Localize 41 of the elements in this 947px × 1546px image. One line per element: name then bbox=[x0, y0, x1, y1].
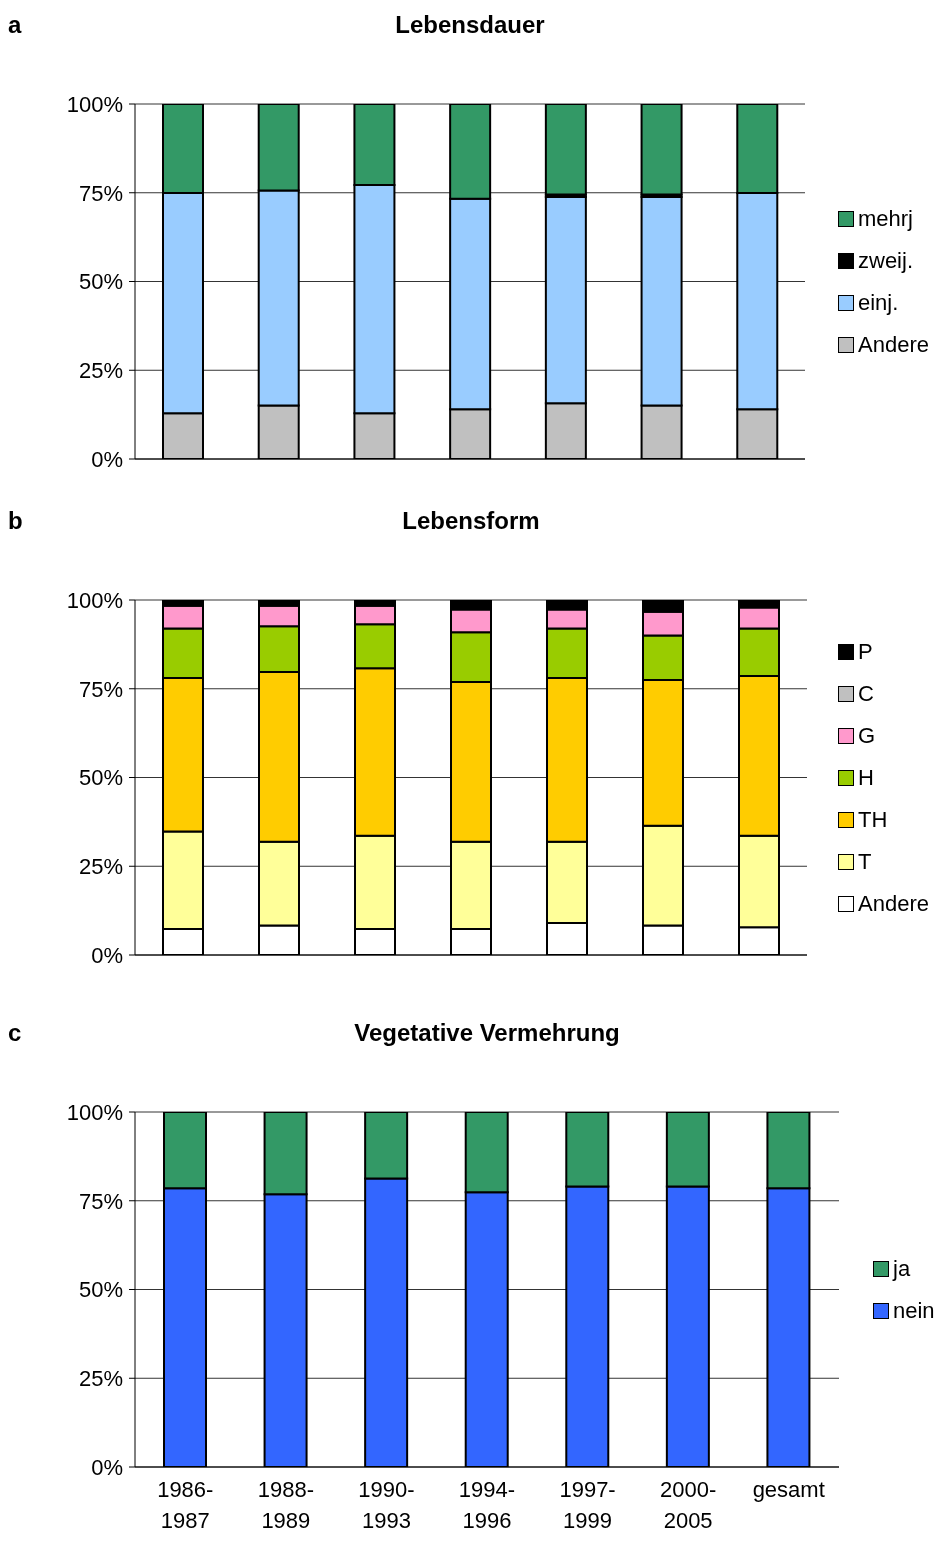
y-tick-label: 100% bbox=[66, 587, 123, 613]
x-tick-label: 1986-1987 bbox=[157, 1477, 214, 1533]
y-tick-label: 100% bbox=[66, 91, 123, 117]
legend-label: H bbox=[858, 764, 874, 791]
legend-label: ja bbox=[893, 1255, 911, 1282]
chart-title: Vegetative Vermehrung bbox=[353, 1019, 621, 1047]
text: a bbox=[8, 11, 22, 39]
x-tick-label: 1997-1999 bbox=[559, 1477, 616, 1533]
legend-label: Andere bbox=[858, 890, 929, 917]
y-tick-label: 50% bbox=[78, 269, 123, 295]
x-tick-label: 1988-1989 bbox=[257, 1477, 314, 1533]
y-tick-label: 75% bbox=[78, 180, 123, 206]
y-tick-label: 0% bbox=[91, 1454, 123, 1480]
x-tick-label: 2000-2005 bbox=[660, 1477, 717, 1533]
legend-label: P bbox=[858, 638, 873, 665]
legend-label: einj. bbox=[858, 289, 899, 316]
legend-label: TH bbox=[858, 806, 888, 833]
y-tick-label: 25% bbox=[78, 1366, 123, 1392]
legend-label: T bbox=[858, 848, 872, 875]
y-tick-label: 75% bbox=[78, 1188, 123, 1214]
chart-title: Lebensform bbox=[401, 507, 541, 535]
legend-label: C bbox=[858, 680, 874, 707]
x-tick-label: 1990-1993 bbox=[358, 1477, 415, 1533]
x-tick-label: 1994-1996 bbox=[458, 1477, 516, 1533]
legend-label: nein bbox=[893, 1297, 935, 1324]
y-tick-label: 50% bbox=[78, 765, 123, 791]
legend-label: G bbox=[858, 722, 876, 749]
legend-label: Andere bbox=[858, 331, 929, 358]
y-tick-label: 25% bbox=[78, 854, 123, 880]
text: b bbox=[8, 507, 23, 535]
y-tick-label: 25% bbox=[78, 358, 123, 384]
y-tick-label: 100% bbox=[66, 1099, 123, 1125]
text: c bbox=[8, 1019, 22, 1047]
y-tick-label: 50% bbox=[78, 1277, 123, 1303]
legend-label: mehrj bbox=[858, 205, 914, 232]
y-tick-label: 75% bbox=[78, 676, 123, 702]
y-tick-label: 0% bbox=[91, 446, 123, 472]
x-tick-label: gesamt bbox=[752, 1477, 825, 1502]
chart-title: Lebensdauer bbox=[394, 11, 546, 39]
legend-label: zweij. bbox=[858, 247, 914, 274]
y-tick-label: 0% bbox=[91, 942, 123, 968]
